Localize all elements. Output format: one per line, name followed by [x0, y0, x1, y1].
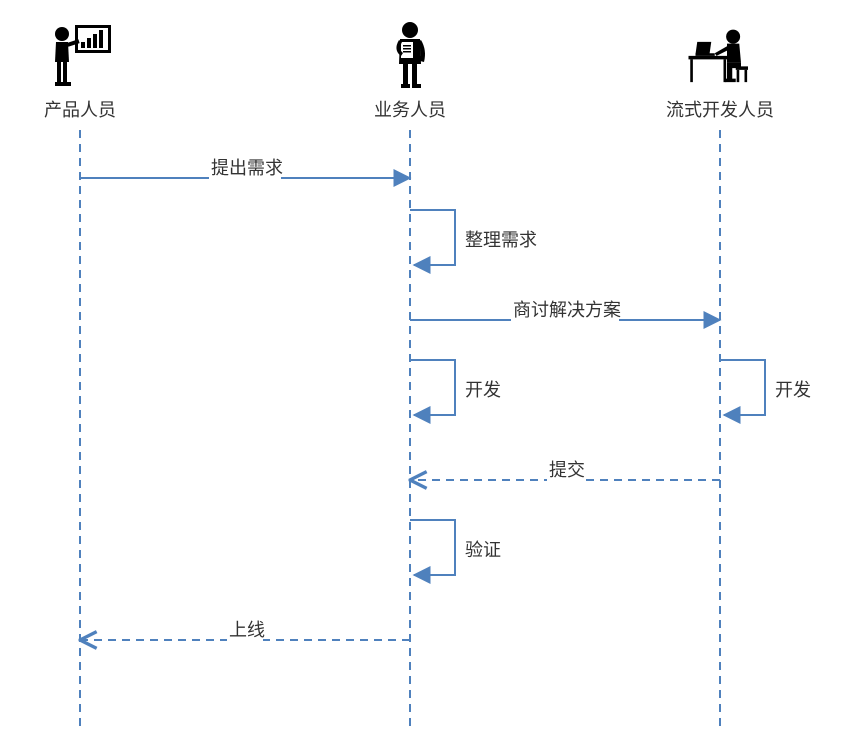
message-label: 上线 [227, 616, 263, 642]
message-label: 商讨解决方案 [511, 296, 619, 322]
message-label: 开发 [463, 376, 503, 402]
message-label: 验证 [463, 536, 503, 562]
sequence-diagram-canvas: 产品人员 [0, 0, 865, 752]
actor-product-label: 产品人员 [30, 96, 130, 122]
message-label: 开发 [773, 376, 813, 402]
message-label: 整理需求 [463, 226, 539, 252]
message-label: 提出需求 [209, 154, 281, 180]
actor-business: 业务人员 [360, 20, 460, 122]
laptop-person-icon [685, 20, 755, 90]
actor-product: 产品人员 [30, 20, 130, 122]
actor-dev-label: 流式开发人员 [655, 96, 785, 122]
presenter-icon [45, 20, 115, 90]
clipboard-person-icon [375, 20, 445, 90]
actor-business-label: 业务人员 [360, 96, 460, 122]
actor-dev: 流式开发人员 [655, 20, 785, 122]
message-label: 提交 [547, 456, 583, 482]
